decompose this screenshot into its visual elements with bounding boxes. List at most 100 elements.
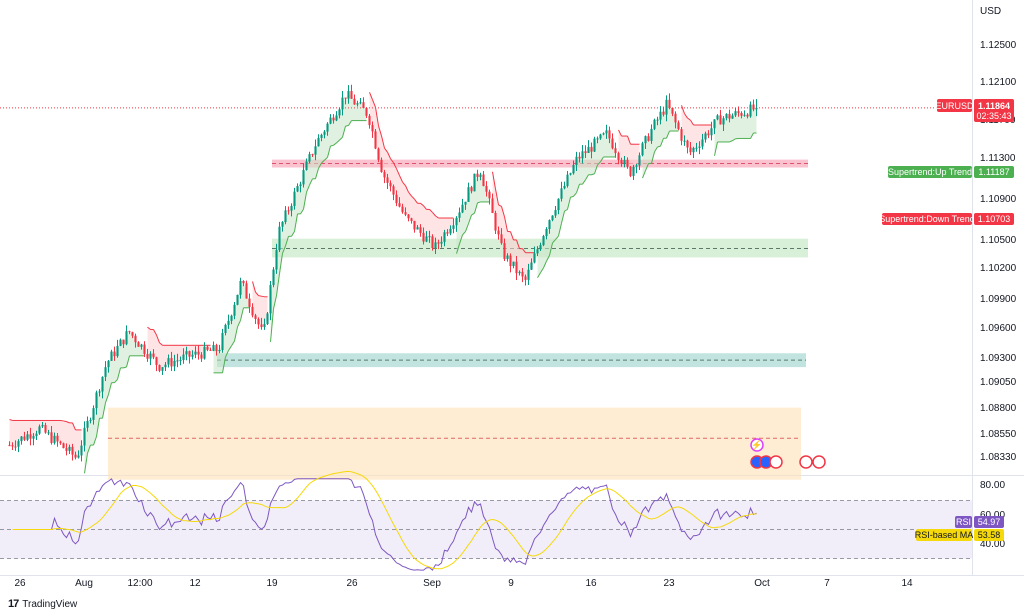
candle-body[interactable] bbox=[74, 454, 77, 458]
candle-body[interactable] bbox=[59, 441, 62, 444]
candle-body[interactable] bbox=[185, 351, 188, 355]
candle-body[interactable] bbox=[182, 354, 185, 360]
candle-body[interactable] bbox=[521, 271, 524, 277]
flag-event-icon[interactable] bbox=[812, 455, 826, 469]
candle-body[interactable] bbox=[734, 111, 737, 116]
candle-body[interactable] bbox=[248, 298, 251, 307]
candle-body[interactable] bbox=[119, 339, 122, 346]
candle-body[interactable] bbox=[440, 241, 443, 244]
candle-body[interactable] bbox=[443, 232, 446, 242]
candle-body[interactable] bbox=[188, 351, 191, 357]
candle-body[interactable] bbox=[341, 97, 344, 110]
candle-body[interactable] bbox=[392, 186, 395, 195]
candle-body[interactable] bbox=[254, 315, 257, 319]
candle-body[interactable] bbox=[128, 331, 131, 333]
candle-body[interactable] bbox=[725, 113, 728, 119]
candle-body[interactable] bbox=[698, 146, 701, 148]
candle-body[interactable] bbox=[197, 351, 200, 355]
candle-body[interactable] bbox=[536, 249, 539, 254]
candle-body[interactable] bbox=[227, 320, 230, 325]
candle-body[interactable] bbox=[572, 164, 575, 174]
candle-body[interactable] bbox=[164, 364, 167, 368]
candle-body[interactable] bbox=[431, 236, 434, 248]
candle-body[interactable] bbox=[581, 151, 584, 159]
candle-body[interactable] bbox=[350, 91, 353, 99]
candle-body[interactable] bbox=[320, 134, 323, 138]
candle-body[interactable] bbox=[299, 184, 302, 186]
candle-body[interactable] bbox=[101, 376, 104, 392]
candle-body[interactable] bbox=[275, 250, 278, 270]
candle-body[interactable] bbox=[728, 113, 731, 119]
candle-body[interactable] bbox=[632, 166, 635, 176]
candle-body[interactable] bbox=[224, 324, 227, 333]
candle-body[interactable] bbox=[608, 130, 611, 139]
candle-body[interactable] bbox=[407, 214, 410, 219]
candle-body[interactable] bbox=[593, 138, 596, 152]
candle-body[interactable] bbox=[434, 242, 437, 248]
candle-body[interactable] bbox=[395, 194, 398, 204]
candle-body[interactable] bbox=[140, 344, 143, 347]
candle-body[interactable] bbox=[692, 147, 695, 153]
candle-body[interactable] bbox=[353, 98, 356, 105]
candle-body[interactable] bbox=[479, 174, 482, 177]
candle-body[interactable] bbox=[596, 138, 599, 140]
candle-body[interactable] bbox=[455, 217, 458, 226]
candle-body[interactable] bbox=[365, 107, 368, 116]
candle-body[interactable] bbox=[134, 335, 137, 343]
candle-body[interactable] bbox=[155, 357, 158, 365]
candle-body[interactable] bbox=[302, 170, 305, 185]
candle-body[interactable] bbox=[425, 236, 428, 242]
candle-body[interactable] bbox=[578, 156, 581, 159]
candle-body[interactable] bbox=[8, 445, 11, 447]
candle-body[interactable] bbox=[506, 255, 509, 259]
candle-body[interactable] bbox=[377, 148, 380, 160]
candle-body[interactable] bbox=[689, 147, 692, 153]
candle-body[interactable] bbox=[518, 271, 521, 274]
candle-body[interactable] bbox=[467, 187, 470, 202]
candle-body[interactable] bbox=[419, 227, 422, 233]
candle-body[interactable] bbox=[635, 165, 638, 167]
candle-body[interactable] bbox=[86, 420, 89, 428]
candle-body[interactable] bbox=[230, 315, 233, 321]
flag-event-icon[interactable] bbox=[799, 455, 813, 469]
candle-body[interactable] bbox=[587, 146, 590, 154]
candle-body[interactable] bbox=[515, 261, 518, 274]
candle-body[interactable] bbox=[491, 198, 494, 213]
candle-body[interactable] bbox=[152, 353, 155, 358]
candle-body[interactable] bbox=[590, 146, 593, 152]
candle-body[interactable] bbox=[647, 136, 650, 141]
candle-body[interactable] bbox=[80, 445, 83, 456]
candle-body[interactable] bbox=[485, 186, 488, 192]
candle-body[interactable] bbox=[749, 104, 752, 117]
candle-body[interactable] bbox=[17, 441, 20, 447]
candle-body[interactable] bbox=[239, 280, 242, 295]
candle-body[interactable] bbox=[290, 206, 293, 211]
candle-body[interactable] bbox=[68, 446, 71, 451]
candle-body[interactable] bbox=[35, 433, 38, 437]
candle-body[interactable] bbox=[494, 212, 497, 231]
candle-body[interactable] bbox=[20, 436, 23, 442]
candle-body[interactable] bbox=[617, 153, 620, 160]
candle-body[interactable] bbox=[752, 104, 755, 110]
candle-body[interactable] bbox=[563, 185, 566, 189]
candle-body[interactable] bbox=[311, 154, 314, 156]
candle-body[interactable] bbox=[260, 324, 263, 328]
candle-body[interactable] bbox=[464, 201, 467, 205]
candle-body[interactable] bbox=[56, 435, 59, 442]
candle-body[interactable] bbox=[263, 324, 266, 328]
candle-body[interactable] bbox=[416, 227, 419, 230]
candle-body[interactable] bbox=[539, 245, 542, 250]
candle-body[interactable] bbox=[380, 159, 383, 173]
candle-body[interactable] bbox=[374, 131, 377, 149]
candle-body[interactable] bbox=[680, 129, 683, 141]
candle-body[interactable] bbox=[104, 367, 107, 377]
candle-body[interactable] bbox=[326, 123, 329, 132]
candlestick-series[interactable] bbox=[8, 84, 758, 462]
candle-body[interactable] bbox=[731, 115, 734, 119]
candle-body[interactable] bbox=[437, 242, 440, 244]
candle-body[interactable] bbox=[503, 243, 506, 259]
candle-body[interactable] bbox=[371, 125, 374, 132]
candle-body[interactable] bbox=[707, 133, 710, 136]
candle-body[interactable] bbox=[44, 425, 47, 433]
